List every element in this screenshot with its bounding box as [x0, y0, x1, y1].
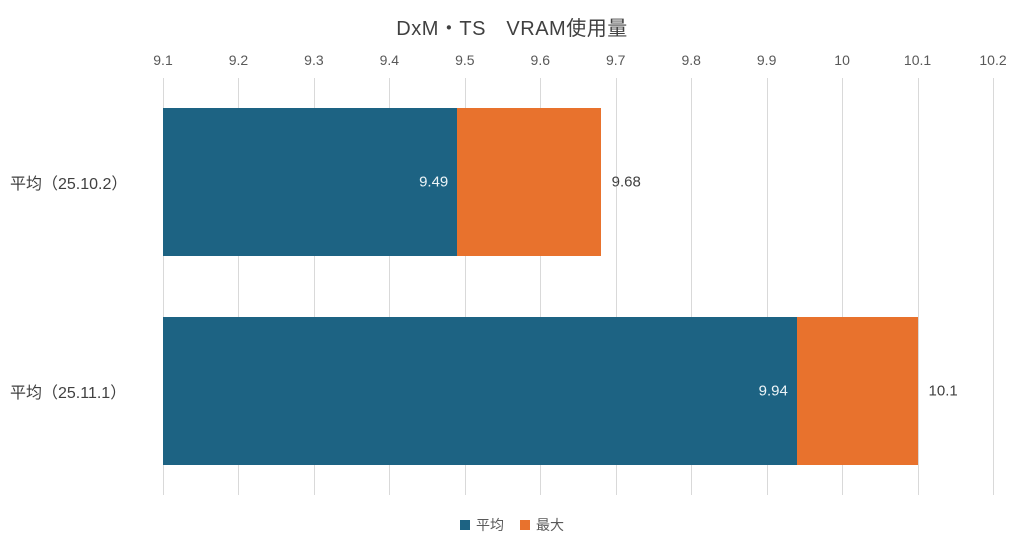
bar-segment-max — [796, 316, 918, 465]
x-axis-tick-label: 9.6 — [530, 52, 550, 68]
gridline — [540, 78, 542, 495]
gridline — [766, 78, 768, 495]
gridline — [691, 78, 693, 495]
x-axis-tick-label: 10.1 — [903, 52, 932, 68]
gridline — [464, 78, 466, 495]
gridline — [615, 78, 617, 495]
x-axis-tick-label: 9.2 — [228, 52, 249, 68]
x-axis-tick-label: 9.8 — [681, 52, 701, 68]
bar-segment-average — [163, 108, 458, 257]
bar-segment-average — [163, 316, 797, 465]
plot-area: 9.49 9.68 9.94 10.1 — [163, 78, 994, 495]
value-label-average: 9.94 — [758, 382, 788, 400]
gridline — [313, 78, 315, 495]
gridline — [842, 78, 844, 495]
legend-swatch-max — [520, 520, 530, 530]
x-axis-tick-label: 9.7 — [605, 52, 626, 68]
value-label-average: 9.49 — [419, 173, 449, 191]
legend-item: 平均 — [460, 515, 504, 535]
legend-label: 平均 — [476, 517, 504, 533]
gridline — [993, 78, 994, 495]
legend-swatch-average — [460, 520, 470, 530]
x-axis-tick-label: 9.4 — [379, 52, 400, 68]
chart-title: DxM・TS VRAM使用量 — [396, 18, 628, 40]
x-axis-tick-label: 10.2 — [979, 52, 1007, 68]
gridline — [163, 78, 164, 495]
category-axis-label: 平均（25.10.2） — [10, 176, 128, 194]
legend-label: 最大 — [536, 517, 564, 533]
x-axis-tick-label: 9.9 — [756, 52, 777, 68]
x-axis-tick-label: 9.1 — [153, 52, 173, 68]
gridline — [389, 78, 391, 495]
bar-segment-max — [457, 108, 601, 257]
value-label-max: 9.68 — [611, 173, 641, 191]
x-axis-tick-label: 9.5 — [455, 52, 475, 68]
x-axis-tick-label: 10 — [834, 52, 850, 68]
value-label-max: 10.1 — [928, 382, 958, 400]
category-axis-label: 平均（25.11.1） — [10, 384, 127, 402]
gridline — [917, 78, 919, 495]
x-axis-tick-label: 9.3 — [304, 52, 324, 68]
legend-item: 最大 — [520, 515, 564, 535]
gridline — [238, 78, 240, 495]
legend: 平均 最大 — [0, 514, 1024, 536]
